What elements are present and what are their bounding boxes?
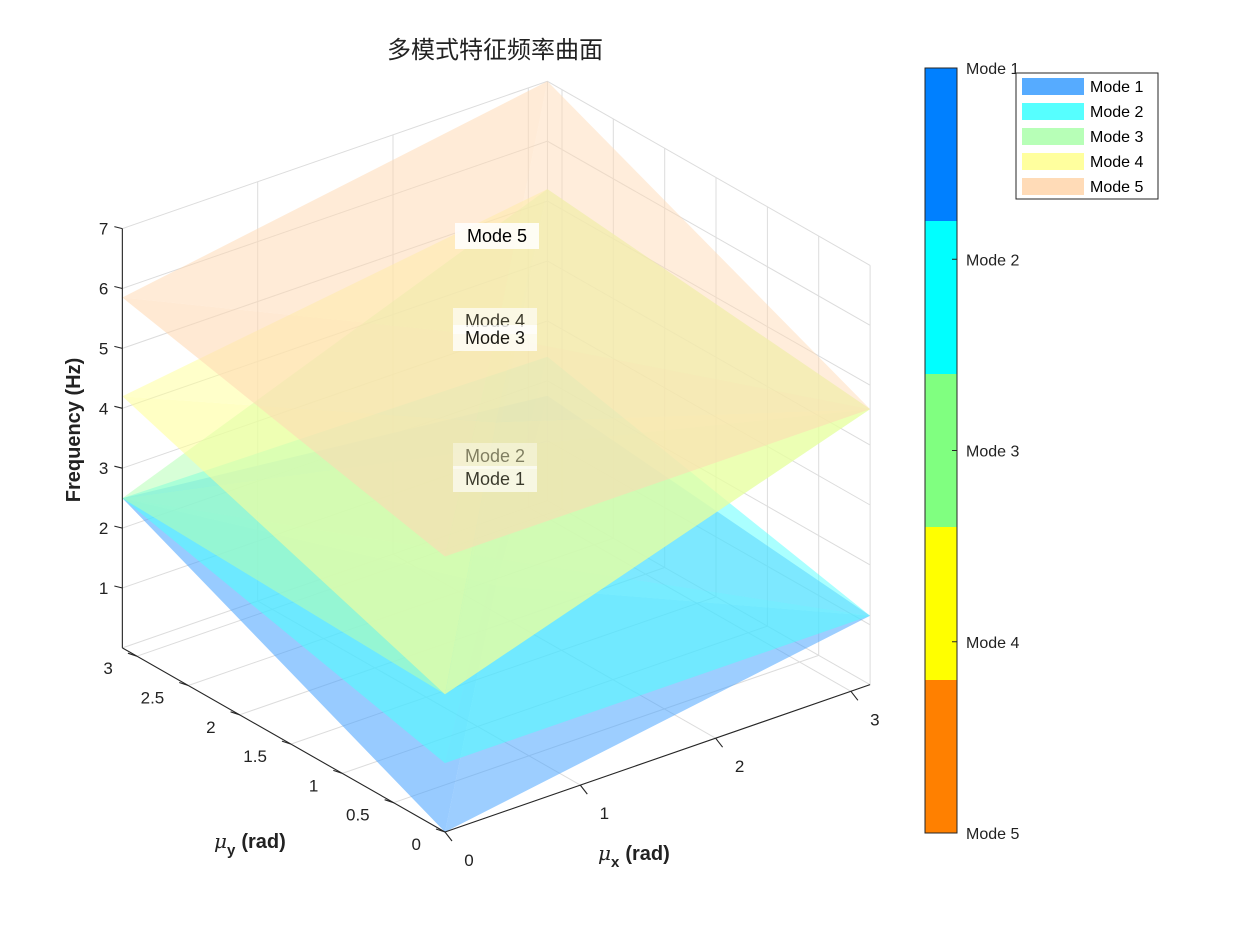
y-tick-mark xyxy=(179,681,189,687)
annotation-box xyxy=(453,443,537,469)
x-tick-label: 1 xyxy=(600,804,609,823)
y-axis-label-subscript: y xyxy=(227,842,236,859)
legend-label: Mode 4 xyxy=(1090,154,1143,171)
colorbar-segment xyxy=(925,527,957,680)
y-tick-label: 2 xyxy=(206,718,215,737)
legend-item-mode-3[interactable]: Mode 3 xyxy=(1022,128,1143,146)
x-axis-label-symbol: μ xyxy=(598,841,611,865)
surface-facet xyxy=(445,336,871,557)
z-tick-mark xyxy=(114,405,123,409)
legend-label: Mode 2 xyxy=(1090,104,1143,121)
z-tick-mark xyxy=(114,226,123,230)
z-tick-mark xyxy=(114,525,123,529)
annotation-mode-2: Mode 2 xyxy=(453,443,537,469)
legend[interactable]: Mode 1 Mode 2 Mode 3 Mode 4 Mode 5 xyxy=(1015,72,1159,200)
surface-mode-5 xyxy=(122,81,871,557)
legend-label: Mode 1 xyxy=(1090,79,1143,96)
legend-swatch xyxy=(1022,78,1084,95)
axis-ticks: 0 1 2 3 0 0.5 1 1.5 2 2.5 3 1 2 3 4 5 6 7 xyxy=(99,220,880,870)
chart-title: 多模式特征频率曲面 xyxy=(387,36,603,64)
legend-swatch xyxy=(1022,178,1084,195)
colorbar: Mode 1 Mode 2 Mode 3 Mode 4 Mode 5 xyxy=(924,61,1019,843)
annotation-mode-3: Mode 3 xyxy=(453,325,537,351)
z-tick-label: 6 xyxy=(99,280,108,299)
z-tick-mark xyxy=(114,285,123,290)
annotation-label: Mode 5 xyxy=(467,226,527,246)
legend-label: Mode 5 xyxy=(1090,179,1143,196)
x-axis-line xyxy=(444,684,871,833)
z-tick-mark xyxy=(114,585,123,589)
annotation-label: Mode 3 xyxy=(465,328,525,348)
y-axis-label-unit: (rad) xyxy=(241,831,285,853)
x-axis-label-unit: (rad) xyxy=(625,843,669,865)
legend-item-mode-1[interactable]: Mode 1 xyxy=(1022,78,1143,96)
colorbar-label: Mode 3 xyxy=(966,444,1019,461)
colorbar-segment xyxy=(925,68,957,221)
legend-swatch xyxy=(1022,128,1084,145)
x-tick-mark xyxy=(579,784,588,795)
legend-item-mode-4[interactable]: Mode 4 xyxy=(1022,153,1143,171)
annotation-label: Mode 2 xyxy=(465,446,525,466)
z-tick-label: 7 xyxy=(99,220,108,239)
y-tick-label: 1.5 xyxy=(243,747,267,766)
x-tick-mark xyxy=(444,831,453,842)
surface-facet xyxy=(122,81,548,337)
z-tick-label: 2 xyxy=(99,519,108,538)
x-tick-label: 3 xyxy=(870,710,879,729)
surface-facet xyxy=(122,297,497,557)
x-tick-mark xyxy=(850,690,859,701)
colorbar-label: Mode 5 xyxy=(966,826,1019,843)
annotation-box xyxy=(453,466,537,492)
annotation-label: Mode 1 xyxy=(465,469,525,489)
y-axis-label-symbol: μ xyxy=(214,829,227,853)
legend-label: Mode 3 xyxy=(1090,129,1143,146)
colorbar-segment xyxy=(925,374,957,527)
annotation-box xyxy=(455,223,539,249)
y-tick-mark xyxy=(384,799,394,804)
legend-item-mode-5[interactable]: Mode 5 xyxy=(1022,178,1143,196)
annotation-box xyxy=(453,325,537,351)
y-tick-mark xyxy=(333,769,343,774)
y-tick-mark xyxy=(127,652,138,657)
y-axis-label: μy (rad) xyxy=(214,829,286,859)
annotation-mode-1: Mode 1 xyxy=(453,466,537,492)
legend-swatch xyxy=(1022,153,1084,170)
z-axis-label: Frequency (Hz) xyxy=(63,358,85,502)
annotation-mode-5: Mode 5 xyxy=(455,223,539,249)
z-tick-label: 1 xyxy=(99,579,108,598)
z-tick-mark xyxy=(114,465,123,469)
legend-swatch xyxy=(1022,103,1084,120)
colorbar-segment xyxy=(925,221,957,374)
y-tick-label: 0 xyxy=(412,835,421,854)
y-tick-label: 3 xyxy=(103,659,112,678)
mode-surfaces xyxy=(122,81,871,832)
y-tick-mark xyxy=(230,711,240,716)
legend-item-mode-2[interactable]: Mode 2 xyxy=(1022,103,1143,121)
x-tick-label: 0 xyxy=(464,851,473,870)
x-axis-label: μx (rad) xyxy=(598,841,670,871)
colorbar-segment xyxy=(925,680,957,833)
z-tick-label: 3 xyxy=(99,459,108,478)
x-tick-label: 2 xyxy=(735,757,744,776)
colorbar-label: Mode 2 xyxy=(966,252,1019,269)
x-axis-label-subscript: x xyxy=(611,854,620,871)
z-tick-label: 5 xyxy=(99,339,108,358)
z-tick-mark xyxy=(114,345,123,349)
y-tick-mark xyxy=(435,828,446,833)
z-tick-label: 4 xyxy=(99,399,108,418)
y-tick-mark xyxy=(281,740,292,745)
colorbar-label: Mode 4 xyxy=(966,635,1019,652)
x-tick-mark xyxy=(715,737,724,748)
surface-facet xyxy=(496,81,871,410)
y-tick-label: 0.5 xyxy=(346,806,370,825)
y-tick-label: 1 xyxy=(309,776,318,795)
colorbar-label: Mode 1 xyxy=(966,61,1019,78)
y-tick-label: 2.5 xyxy=(141,689,165,708)
